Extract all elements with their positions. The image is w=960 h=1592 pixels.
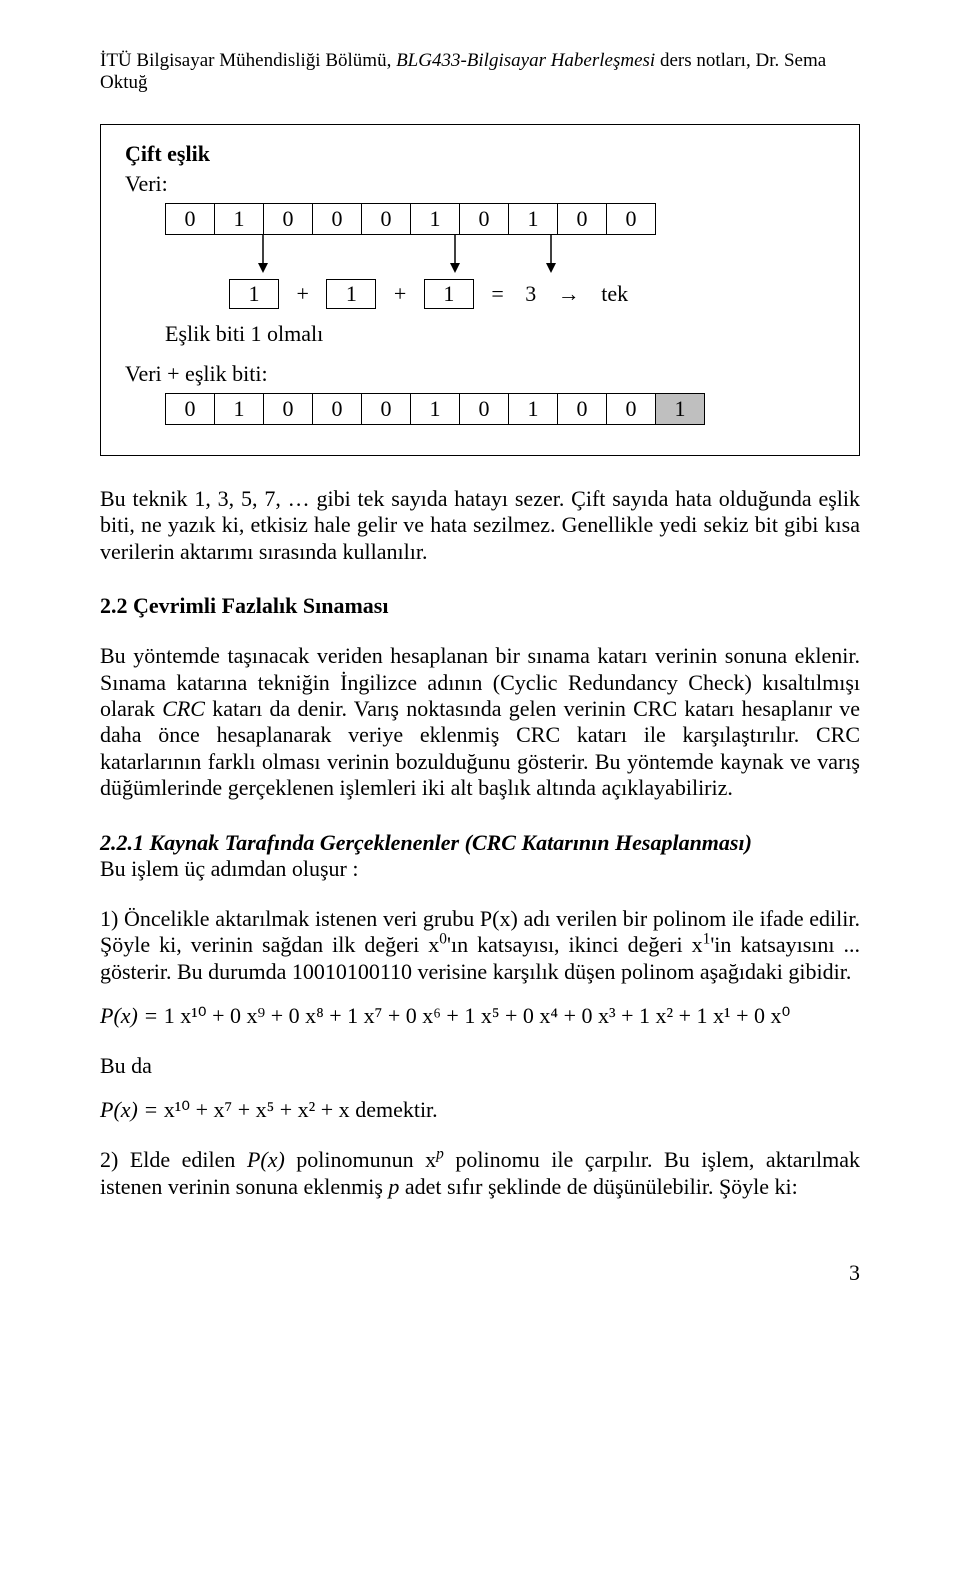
veri-label: Veri:: [125, 171, 835, 197]
superscript-p: p: [436, 1146, 444, 1163]
paragraph-step1: 1) Öncelikle aktarılmak istenen veri gru…: [100, 906, 860, 985]
text: 2) Elde edilen: [100, 1147, 247, 1172]
trail: demektir.: [350, 1097, 438, 1122]
arrow-right-icon: →: [558, 281, 580, 307]
bit-cell: 1: [509, 204, 558, 235]
bu-da: Bu da: [100, 1053, 860, 1079]
bit-cell: 0: [362, 394, 411, 425]
bit-cell: 0: [607, 204, 656, 235]
bit-cell: 0: [460, 204, 509, 235]
plus-icon: +: [394, 281, 406, 307]
crc-abbrev: CRC: [162, 696, 205, 721]
bit-cell: 0: [264, 204, 313, 235]
bit-cell: 0: [264, 394, 313, 425]
superscript: 0: [439, 931, 447, 948]
header-notes: ders notları,: [660, 50, 756, 71]
page-header: İTÜ Bilgisayar Mühendisliği Bölümü, BLG4…: [100, 50, 860, 94]
bit-cell: 1: [411, 204, 460, 235]
equals-icon: =: [491, 281, 503, 307]
rhs: x¹⁰ + x⁷ + x⁵ + x² + x: [158, 1097, 349, 1122]
bit-cell: 0: [362, 204, 411, 235]
paragraph-crc: Bu yöntemde taşınacak veriden hesaplanan…: [100, 643, 860, 801]
text: 'ın katsayısı, ikinci değeri x: [447, 932, 703, 957]
rhs: 1 x¹⁰ + 0 x⁹ + 0 x⁸ + 1 x⁷ + 0 x⁶ + 1 x⁵…: [158, 1003, 790, 1028]
olmali-line: Eşlik biti 1 olmalı: [165, 321, 835, 347]
bit-cell: 0: [558, 204, 607, 235]
formula-px-reduced: P(x) = x¹⁰ + x⁷ + x⁵ + x² + x demektir.: [100, 1097, 860, 1123]
veri-eslik-label: Veri + eşlik biti:: [125, 361, 835, 387]
bits-table-1: 0 1 0 0 0 1 0 1 0 0: [165, 203, 656, 235]
heading-221: 2.2.1 Kaynak Tarafında Gerçeklenenler (C…: [100, 830, 860, 856]
eq-val: 1: [424, 279, 474, 309]
arrow-row: [165, 235, 835, 275]
parity-box: Çift eşlik Veri: 0 1 0 0 0 1 0 1 0 0: [100, 124, 860, 456]
parity-bit-cell: 1: [656, 394, 705, 425]
bit-cell: 0: [166, 394, 215, 425]
lhs: P(x) =: [100, 1003, 158, 1028]
text: adet sıfır şeklinde de düşünülebilir. Şö…: [399, 1174, 797, 1199]
bit-cell: 1: [509, 394, 558, 425]
box-title: Çift eşlik: [125, 141, 835, 167]
eq-val: 1: [229, 279, 279, 309]
bit-cell: 0: [313, 204, 362, 235]
lhs: P(x) =: [100, 1097, 158, 1122]
paragraph-step2: 2) Elde edilen P(x) polinomunun xp polin…: [100, 1147, 860, 1200]
header-course: BLG433-Bilgisayar Haberleşmesi: [396, 50, 660, 71]
eq-val: 1: [326, 279, 376, 309]
formula-px-full: P(x) = 1 x¹⁰ + 0 x⁹ + 0 x⁸ + 1 x⁷ + 0 x⁶…: [100, 1003, 860, 1029]
bit-cell: 0: [460, 394, 509, 425]
page-number: 3: [100, 1260, 860, 1286]
text: polinomunun x: [285, 1147, 436, 1172]
bit-cell: 1: [215, 394, 264, 425]
text: katarı da denir. Varış noktasında gelen …: [100, 696, 860, 800]
arrow-down-icon: [445, 235, 465, 273]
page-root: İTÜ Bilgisayar Mühendisliği Bölümü, BLG4…: [0, 0, 960, 1336]
p-ital: p: [388, 1174, 399, 1199]
heading-22: 2.2 Çevrimli Fazlalık Sınaması: [100, 593, 860, 619]
bits-table-2: 0 1 0 0 0 1 0 1 0 0 1: [165, 393, 705, 425]
arrow-down-icon: [541, 235, 561, 273]
bit-cell: 0: [166, 204, 215, 235]
plus-icon: +: [297, 281, 309, 307]
px-ital: P(x): [247, 1147, 285, 1172]
bit-cell: 0: [558, 394, 607, 425]
bit-cell: 0: [607, 394, 656, 425]
paragraph-intro: Bu teknik 1, 3, 5, 7, … gibi tek sayıda …: [100, 486, 860, 565]
header-institution: İTÜ Bilgisayar Mühendisliği Bölümü,: [100, 50, 396, 71]
arrow-down-icon: [253, 235, 273, 273]
bit-cell: 1: [411, 394, 460, 425]
bit-cell: 0: [313, 394, 362, 425]
paragraph-steps: Bu işlem üç adımdan oluşur :: [100, 856, 860, 882]
bit-cell: 1: [215, 204, 264, 235]
eq-word: tek: [601, 281, 628, 307]
equation-row: 1 + 1 + 1 = 3 → tek: [225, 279, 835, 309]
eq-result: 3: [525, 281, 536, 307]
